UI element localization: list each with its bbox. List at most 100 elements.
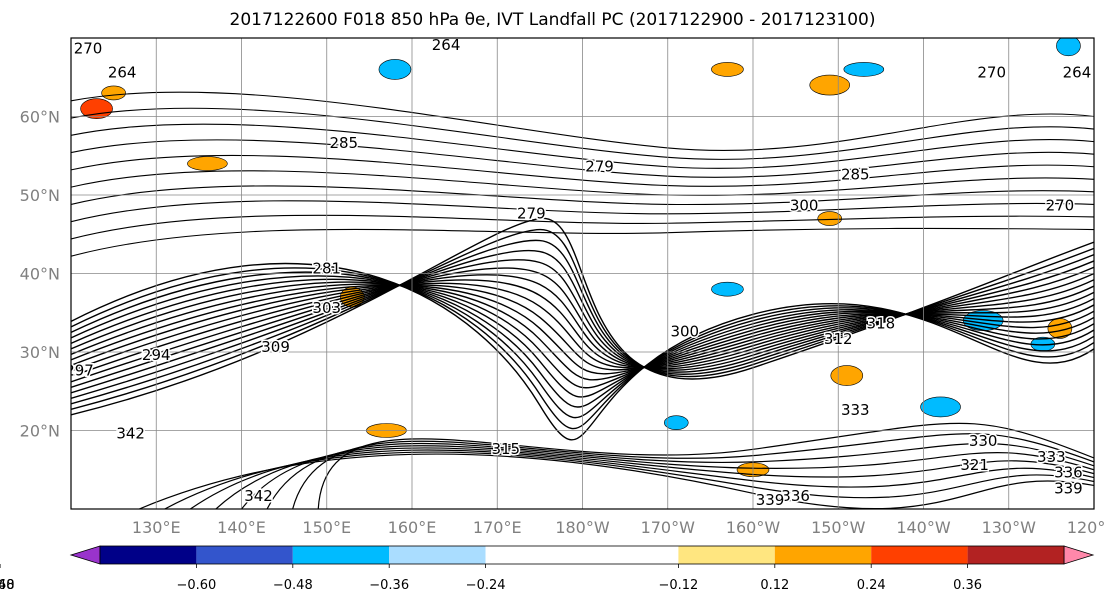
contour-value-label: 303 xyxy=(312,299,341,317)
shaded-region xyxy=(711,62,744,77)
colorbar-tick-label: 0.12 xyxy=(760,578,789,593)
theta-e-contour xyxy=(71,283,1094,381)
contour-value-label: 264 xyxy=(108,63,137,81)
colorbar-tick-label: −0.48 xyxy=(273,578,313,593)
contour-value-label: 336 xyxy=(781,487,810,505)
shaded-region xyxy=(830,365,864,386)
chart-title: 2017122600 F018 850 hPa θe, IVT Landfall… xyxy=(229,10,876,30)
lon-tick-label: 170°W xyxy=(641,518,696,537)
contour-value-label: 300 xyxy=(670,322,699,340)
theta-e-contour xyxy=(71,279,1094,377)
contour-value-label: 270 xyxy=(1046,197,1075,215)
colorbar-segment xyxy=(678,546,775,564)
shaded-region xyxy=(809,74,851,96)
theta-e-contour xyxy=(71,170,1094,196)
theta-e-contour xyxy=(71,284,1094,375)
contour-value-label: 281 xyxy=(312,260,341,278)
lon-tick-label: 160°E xyxy=(388,518,437,537)
contour-labels: 264 270 264 270 264 285 279 285 300 270 279 281 303 3… xyxy=(65,36,1093,509)
map-frame xyxy=(70,37,1095,510)
theta-e-contour xyxy=(71,123,1094,169)
theta-e-contour xyxy=(71,249,1094,399)
lon-tick-label: 130°W xyxy=(982,518,1037,537)
contour-value-label: 279 xyxy=(517,205,546,223)
colorbar-segment xyxy=(774,546,872,564)
contour-value-label: 339 xyxy=(756,491,785,509)
contour-value-label: 342 xyxy=(116,424,145,442)
map-gridlines xyxy=(71,38,1094,509)
theta-e-contour xyxy=(71,228,1094,410)
lon-tick-label: 180°W xyxy=(555,518,610,537)
shaded-region xyxy=(378,59,412,80)
contour-value-label: 264 xyxy=(432,36,461,54)
theta-e-contour xyxy=(215,447,1094,509)
contour-value-label: 264 xyxy=(1063,63,1092,81)
theta-e-contour xyxy=(71,278,1094,398)
theta-e-contour xyxy=(71,227,1094,257)
colorbar-segment xyxy=(485,546,679,564)
lon-tick-label: 150°E xyxy=(302,518,351,537)
contour-value-label: 315 xyxy=(491,440,520,458)
contour-value-label: 339 xyxy=(1054,479,1083,497)
lat-tick-label: 20°N xyxy=(20,422,60,441)
theta-e-contour xyxy=(71,91,1094,151)
lat-tick-label: 60°N xyxy=(20,108,60,127)
colorbar-outline xyxy=(99,545,1065,565)
colorbar: −0.60 −0.48 −0.36 −0.24 −0.12 0.12 0.24 0.36 0.4… xyxy=(0,545,1095,593)
theta-e-contour xyxy=(71,107,1094,160)
lon-tick-label: 130°E xyxy=(132,518,181,537)
colorbar-tick-label: −0.12 xyxy=(658,578,698,593)
theta-e-contour xyxy=(71,274,1094,383)
shaded-region xyxy=(817,211,843,226)
theta-e-contour xyxy=(71,200,1094,223)
theta-e-contour xyxy=(317,422,1094,509)
theta-e-contour xyxy=(71,239,1094,405)
theta-e-contour xyxy=(71,271,1094,419)
theta-e-contour xyxy=(71,154,1094,187)
theta-e-contour xyxy=(71,185,1094,206)
contour-value-label: 321 xyxy=(960,456,989,474)
contour-value-label: 342 xyxy=(244,487,273,505)
colorbar-extend-high xyxy=(1063,545,1095,565)
contour-value-label: 279 xyxy=(585,157,614,175)
colorbar-tick-label: 0.48 xyxy=(0,578,14,593)
shaded-region xyxy=(1056,38,1081,57)
theta-e-contour xyxy=(71,282,1094,372)
theta-e-contour xyxy=(71,275,1094,408)
colorbar-tick-label: −0.60 xyxy=(176,578,216,593)
lon-tick-label: 150°W xyxy=(811,518,866,537)
contour-value-label: 285 xyxy=(329,134,358,152)
shaded-region xyxy=(663,415,689,430)
contour-value-label: 270 xyxy=(977,63,1006,81)
theta-e-contour xyxy=(71,259,1094,394)
theta-e-contour xyxy=(71,139,1094,178)
contour-value-label: 309 xyxy=(261,338,290,356)
theta-e-contour xyxy=(71,284,1094,371)
colorbar-tick-label: −0.36 xyxy=(369,578,409,593)
colorbar-segment xyxy=(389,546,486,564)
contour-value-label: 333 xyxy=(1037,448,1066,466)
lon-tick-label: 120°W xyxy=(1067,518,1105,537)
shaded-region xyxy=(187,156,228,171)
colorbar-segment xyxy=(100,546,197,564)
colorbar-extend-low xyxy=(69,545,101,565)
colorbar-segment xyxy=(967,546,1064,564)
contour-value-label: 336 xyxy=(1054,464,1083,482)
theta-e-contour xyxy=(71,214,1094,240)
colorbar-tick-label: 0.24 xyxy=(857,578,886,593)
colorbar-segment xyxy=(871,546,968,564)
shaded-region xyxy=(101,85,126,101)
longitude-axis: 130°E 140°E 150°E 160°E 170°E 180°W 170°W 160°W… xyxy=(132,518,1105,537)
latitude-axis: 20°N 30°N 40°N 50°N 60°N xyxy=(20,108,60,441)
theta-e-contour xyxy=(71,267,1094,388)
contour-value-label: 297 xyxy=(65,362,94,380)
lon-tick-label: 140°E xyxy=(217,518,266,537)
theta-e-contour xyxy=(190,449,1094,509)
colorbar-tick-label: −0.24 xyxy=(466,578,506,593)
shaded-region xyxy=(80,98,113,119)
theta-e-contour xyxy=(71,217,1094,416)
theta-e-contour xyxy=(71,281,1094,389)
contour-value-label: 333 xyxy=(841,401,870,419)
lat-tick-label: 50°N xyxy=(20,186,60,205)
